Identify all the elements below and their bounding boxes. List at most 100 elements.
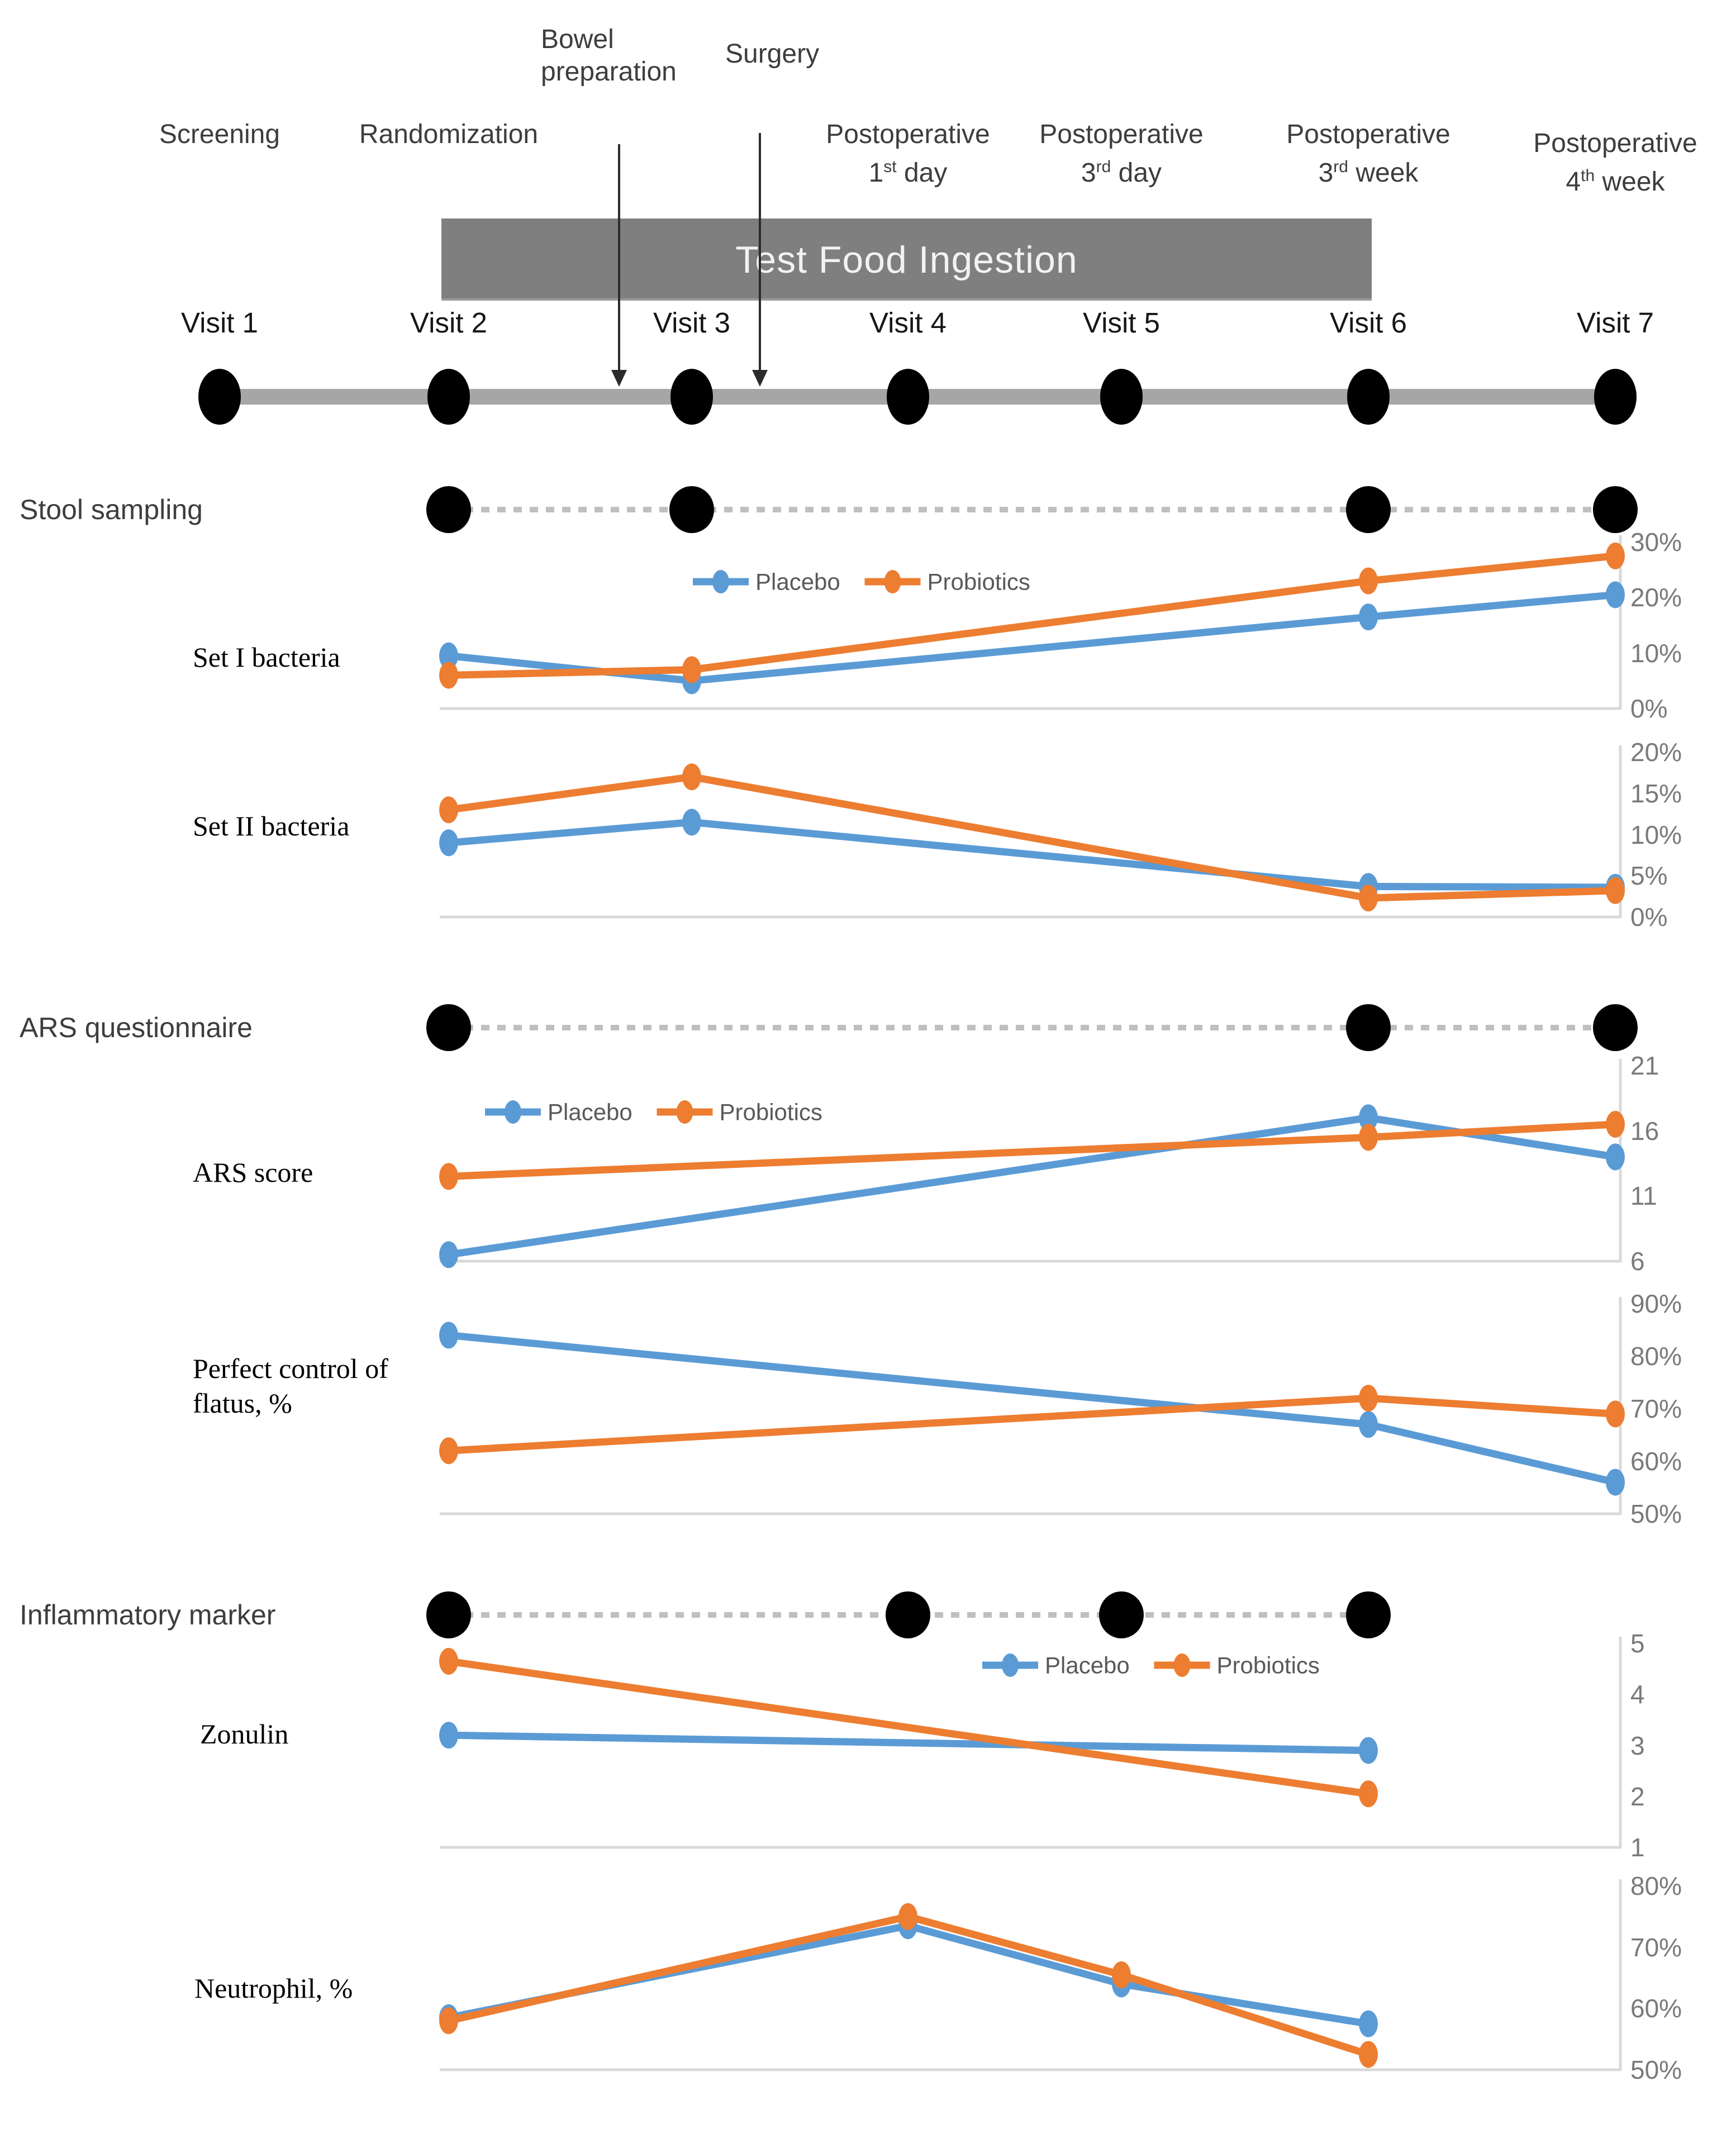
- legend-label-probiotics: Probiotics: [928, 569, 1030, 595]
- series-line-placebo: [445, 1114, 1619, 1258]
- legend-marker-placebo: [1002, 1653, 1019, 1677]
- series-line-placebo: [445, 591, 1619, 685]
- y-tick-label: 90%: [1630, 1289, 1682, 1318]
- series-marker-probiotics: [898, 1903, 917, 1930]
- series-marker-probiotics: [682, 656, 701, 683]
- y-tick-label: 21: [1630, 1051, 1659, 1080]
- y-tick-label: 4: [1630, 1680, 1645, 1709]
- series-line-placebo: [445, 1731, 1372, 1755]
- chart-title-5: Neutrophil, %: [194, 1973, 353, 2004]
- legend-label-probiotics: Probiotics: [1217, 1652, 1320, 1679]
- series-marker-probiotics: [439, 2007, 458, 2035]
- y-tick-label: 60%: [1630, 1994, 1682, 2023]
- series-marker-placebo: [1359, 2010, 1378, 2037]
- event-label-bowel: Bowel preparation: [541, 25, 677, 87]
- series-line-probiotics: [445, 1657, 1372, 1798]
- visit-label-5: Visit 5: [1083, 307, 1160, 339]
- sampling-dot-visit-4: [886, 1591, 930, 1638]
- y-tick-label: 2: [1630, 1781, 1645, 1811]
- y-tick-label: 3: [1630, 1731, 1645, 1760]
- timeline-visit-dot-1: [198, 369, 241, 425]
- y-tick-label: 80%: [1630, 1871, 1682, 1900]
- phase-label-5: Postoperative 3rd week: [1286, 120, 1450, 188]
- y-tick-label: 20%: [1630, 583, 1682, 612]
- y-tick-label: 6: [1630, 1247, 1645, 1276]
- event-arrow-head: [611, 370, 627, 387]
- y-tick-label: 30%: [1630, 528, 1682, 557]
- series-marker-placebo: [1359, 1411, 1378, 1438]
- visit-label-3: Visit 3: [653, 307, 730, 339]
- series-marker-placebo: [682, 809, 701, 836]
- y-tick-label: 0%: [1630, 694, 1668, 723]
- chart-title-3: Perfect control of flatus, %: [193, 1353, 388, 1419]
- timeline-visit-dot-7: [1594, 369, 1637, 425]
- y-tick-label: 10%: [1630, 820, 1682, 849]
- phase-label-3: Postoperative 1st day: [826, 120, 990, 188]
- series-marker-placebo: [439, 1241, 458, 1268]
- legend-label-placebo: Placebo: [755, 569, 840, 595]
- visit-label-6: Visit 6: [1330, 307, 1407, 339]
- series-marker-probiotics: [1359, 567, 1378, 595]
- sampling-dot-visit-2: [426, 486, 471, 533]
- series-marker-placebo: [1359, 1737, 1378, 1764]
- series-marker-placebo: [1606, 1143, 1625, 1171]
- chart-title-0: Set I bacteria: [193, 641, 340, 673]
- timeline-visit-dot-5: [1100, 369, 1143, 425]
- legend-marker-probiotics: [1173, 1653, 1191, 1677]
- y-tick-label: 20%: [1630, 738, 1682, 767]
- series-marker-probiotics: [1606, 1111, 1625, 1138]
- y-tick-label: 10%: [1630, 638, 1682, 668]
- series-line-placebo: [445, 818, 1619, 891]
- y-tick-label: 50%: [1630, 1499, 1682, 1528]
- legend-marker-probiotics: [676, 1100, 693, 1124]
- series-marker-probiotics: [1606, 877, 1625, 904]
- sampling-dot-visit-6: [1346, 1591, 1391, 1638]
- timeline-visit-dot-3: [670, 369, 713, 425]
- y-tick-label: 70%: [1630, 1394, 1682, 1423]
- legend-label-placebo: Placebo: [1045, 1652, 1130, 1679]
- sampling-dot-visit-7: [1593, 1004, 1638, 1051]
- y-tick-label: 5%: [1630, 861, 1668, 891]
- series-marker-probiotics: [1359, 1780, 1378, 1808]
- series-marker-probiotics: [1359, 1124, 1378, 1151]
- phase-label-4: Postoperative 3rd day: [1039, 120, 1204, 188]
- series-marker-probiotics: [439, 1163, 458, 1190]
- series-marker-probiotics: [439, 662, 458, 689]
- series-line-probiotics: [445, 552, 1619, 679]
- series-line-probiotics: [445, 773, 1619, 902]
- series-marker-probiotics: [1112, 1961, 1131, 1989]
- series-marker-placebo: [1606, 1469, 1625, 1496]
- visit-label-7: Visit 7: [1577, 307, 1654, 339]
- y-tick-label: 80%: [1630, 1342, 1682, 1371]
- legend-marker-probiotics: [884, 570, 901, 593]
- phase-label-6: Postoperative 4th week: [1533, 129, 1697, 197]
- visit-label-1: Visit 1: [181, 307, 258, 339]
- series-marker-probiotics: [439, 1437, 458, 1465]
- y-tick-label: 11: [1630, 1181, 1657, 1211]
- timeline-visit-dot-2: [427, 369, 470, 425]
- series-marker-probiotics: [1359, 885, 1378, 912]
- sampling-dot-visit-5: [1099, 1591, 1144, 1638]
- series-marker-placebo: [1359, 603, 1378, 631]
- series-marker-probiotics: [1359, 1385, 1378, 1412]
- series-marker-probiotics: [439, 1647, 458, 1675]
- sampling-dot-visit-6: [1346, 486, 1391, 533]
- timeline-visit-dot-4: [887, 369, 929, 425]
- series-marker-placebo: [1359, 1104, 1378, 1132]
- legend-label-probiotics: Probiotics: [720, 1099, 822, 1125]
- legend-marker-placebo: [712, 570, 729, 593]
- row-label-inflammatory-marker: Inflammatory marker: [20, 1599, 276, 1631]
- series-line-probiotics: [445, 1913, 1372, 2059]
- test-food-ingestion-bar: Test Food Ingestion: [441, 218, 1372, 301]
- series-marker-probiotics: [1606, 542, 1625, 569]
- series-marker-probiotics: [1359, 2041, 1378, 2068]
- legend-marker-placebo: [505, 1100, 521, 1124]
- series-line-placebo: [445, 1331, 1619, 1486]
- y-tick-label: 70%: [1630, 1932, 1682, 1962]
- series-marker-placebo: [439, 642, 458, 669]
- visit-label-4: Visit 4: [869, 307, 947, 339]
- series-marker-placebo: [1606, 581, 1625, 609]
- series-marker-placebo: [439, 1322, 458, 1349]
